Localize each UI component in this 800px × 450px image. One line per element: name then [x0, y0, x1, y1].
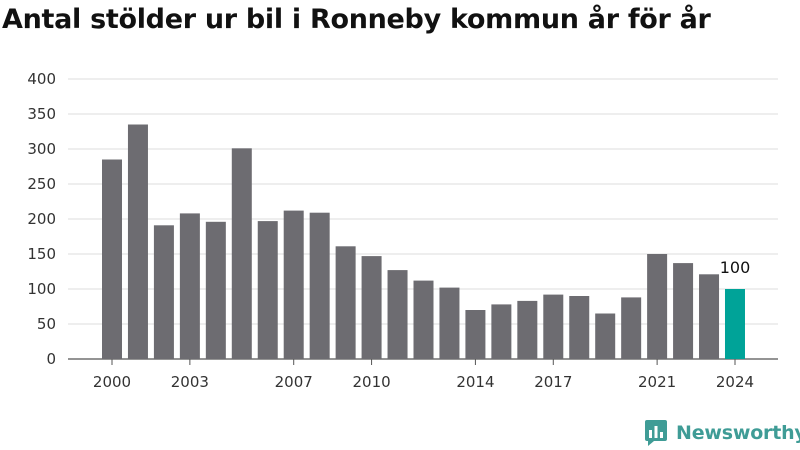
bar-2020: [621, 297, 642, 359]
bar-2008: [309, 212, 330, 359]
bar-2012: [413, 280, 434, 359]
y-tick-label: 0: [46, 350, 56, 368]
bar-2009: [335, 246, 356, 359]
bar-2018: [569, 296, 590, 359]
bars: [102, 124, 745, 359]
y-axis-tick-labels: 0 50 100 150 200 250 300 350 400: [27, 70, 56, 368]
bar-2007: [283, 210, 304, 359]
chart-title: Antal stölder ur bil i Ronneby kommun år…: [2, 4, 711, 35]
bar-2001: [127, 124, 148, 359]
y-tick-label: 350: [27, 105, 56, 123]
x-tick-label: 2017: [534, 373, 572, 391]
bar-2015: [491, 304, 512, 359]
bar-2002: [153, 225, 174, 359]
newsworthy-brand: Newsworthy: [644, 419, 800, 447]
y-tick-label: 300: [27, 140, 56, 158]
y-tick-label: 50: [37, 315, 56, 333]
bar-2016: [517, 300, 538, 359]
bar-2004: [205, 221, 226, 359]
y-tick-label: 400: [27, 70, 56, 88]
x-tick-label: 2003: [171, 373, 209, 391]
data-label: 100: [720, 258, 751, 277]
x-tick-label: 2014: [456, 373, 494, 391]
y-tick-label: 250: [27, 175, 56, 193]
x-tick-label: 2007: [275, 373, 313, 391]
bar-2005: [231, 148, 252, 359]
bar-2017: [543, 294, 564, 359]
y-tick-label: 150: [27, 245, 56, 263]
bar-2003: [179, 213, 200, 359]
bar-2014: [465, 310, 486, 359]
x-tick-label: 2024: [716, 373, 754, 391]
x-axis-tick-labels: 2000 2003 2007 2010 2014 2017 2021 2024: [93, 359, 754, 391]
bar-2021: [647, 254, 668, 359]
bar-2010: [361, 256, 382, 359]
y-tick-label: 200: [27, 210, 56, 228]
bar-2000: [102, 159, 122, 359]
x-tick-label: 2021: [638, 373, 676, 391]
y-tick-label: 100: [27, 280, 56, 298]
bar-2006: [257, 221, 278, 359]
x-tick-label: 2000: [93, 373, 131, 391]
bar-2019: [595, 313, 616, 359]
bar-2022: [673, 263, 694, 359]
bar-2011: [387, 270, 408, 359]
bar-2024: [724, 289, 745, 359]
x-tick-label: 2010: [352, 373, 390, 391]
brand-name: Newsworthy: [676, 422, 800, 444]
bar-2023: [699, 274, 720, 359]
bar-2013: [439, 287, 460, 359]
data-labels: 100: [720, 258, 751, 277]
newsworthy-logo-icon: [645, 420, 667, 446]
